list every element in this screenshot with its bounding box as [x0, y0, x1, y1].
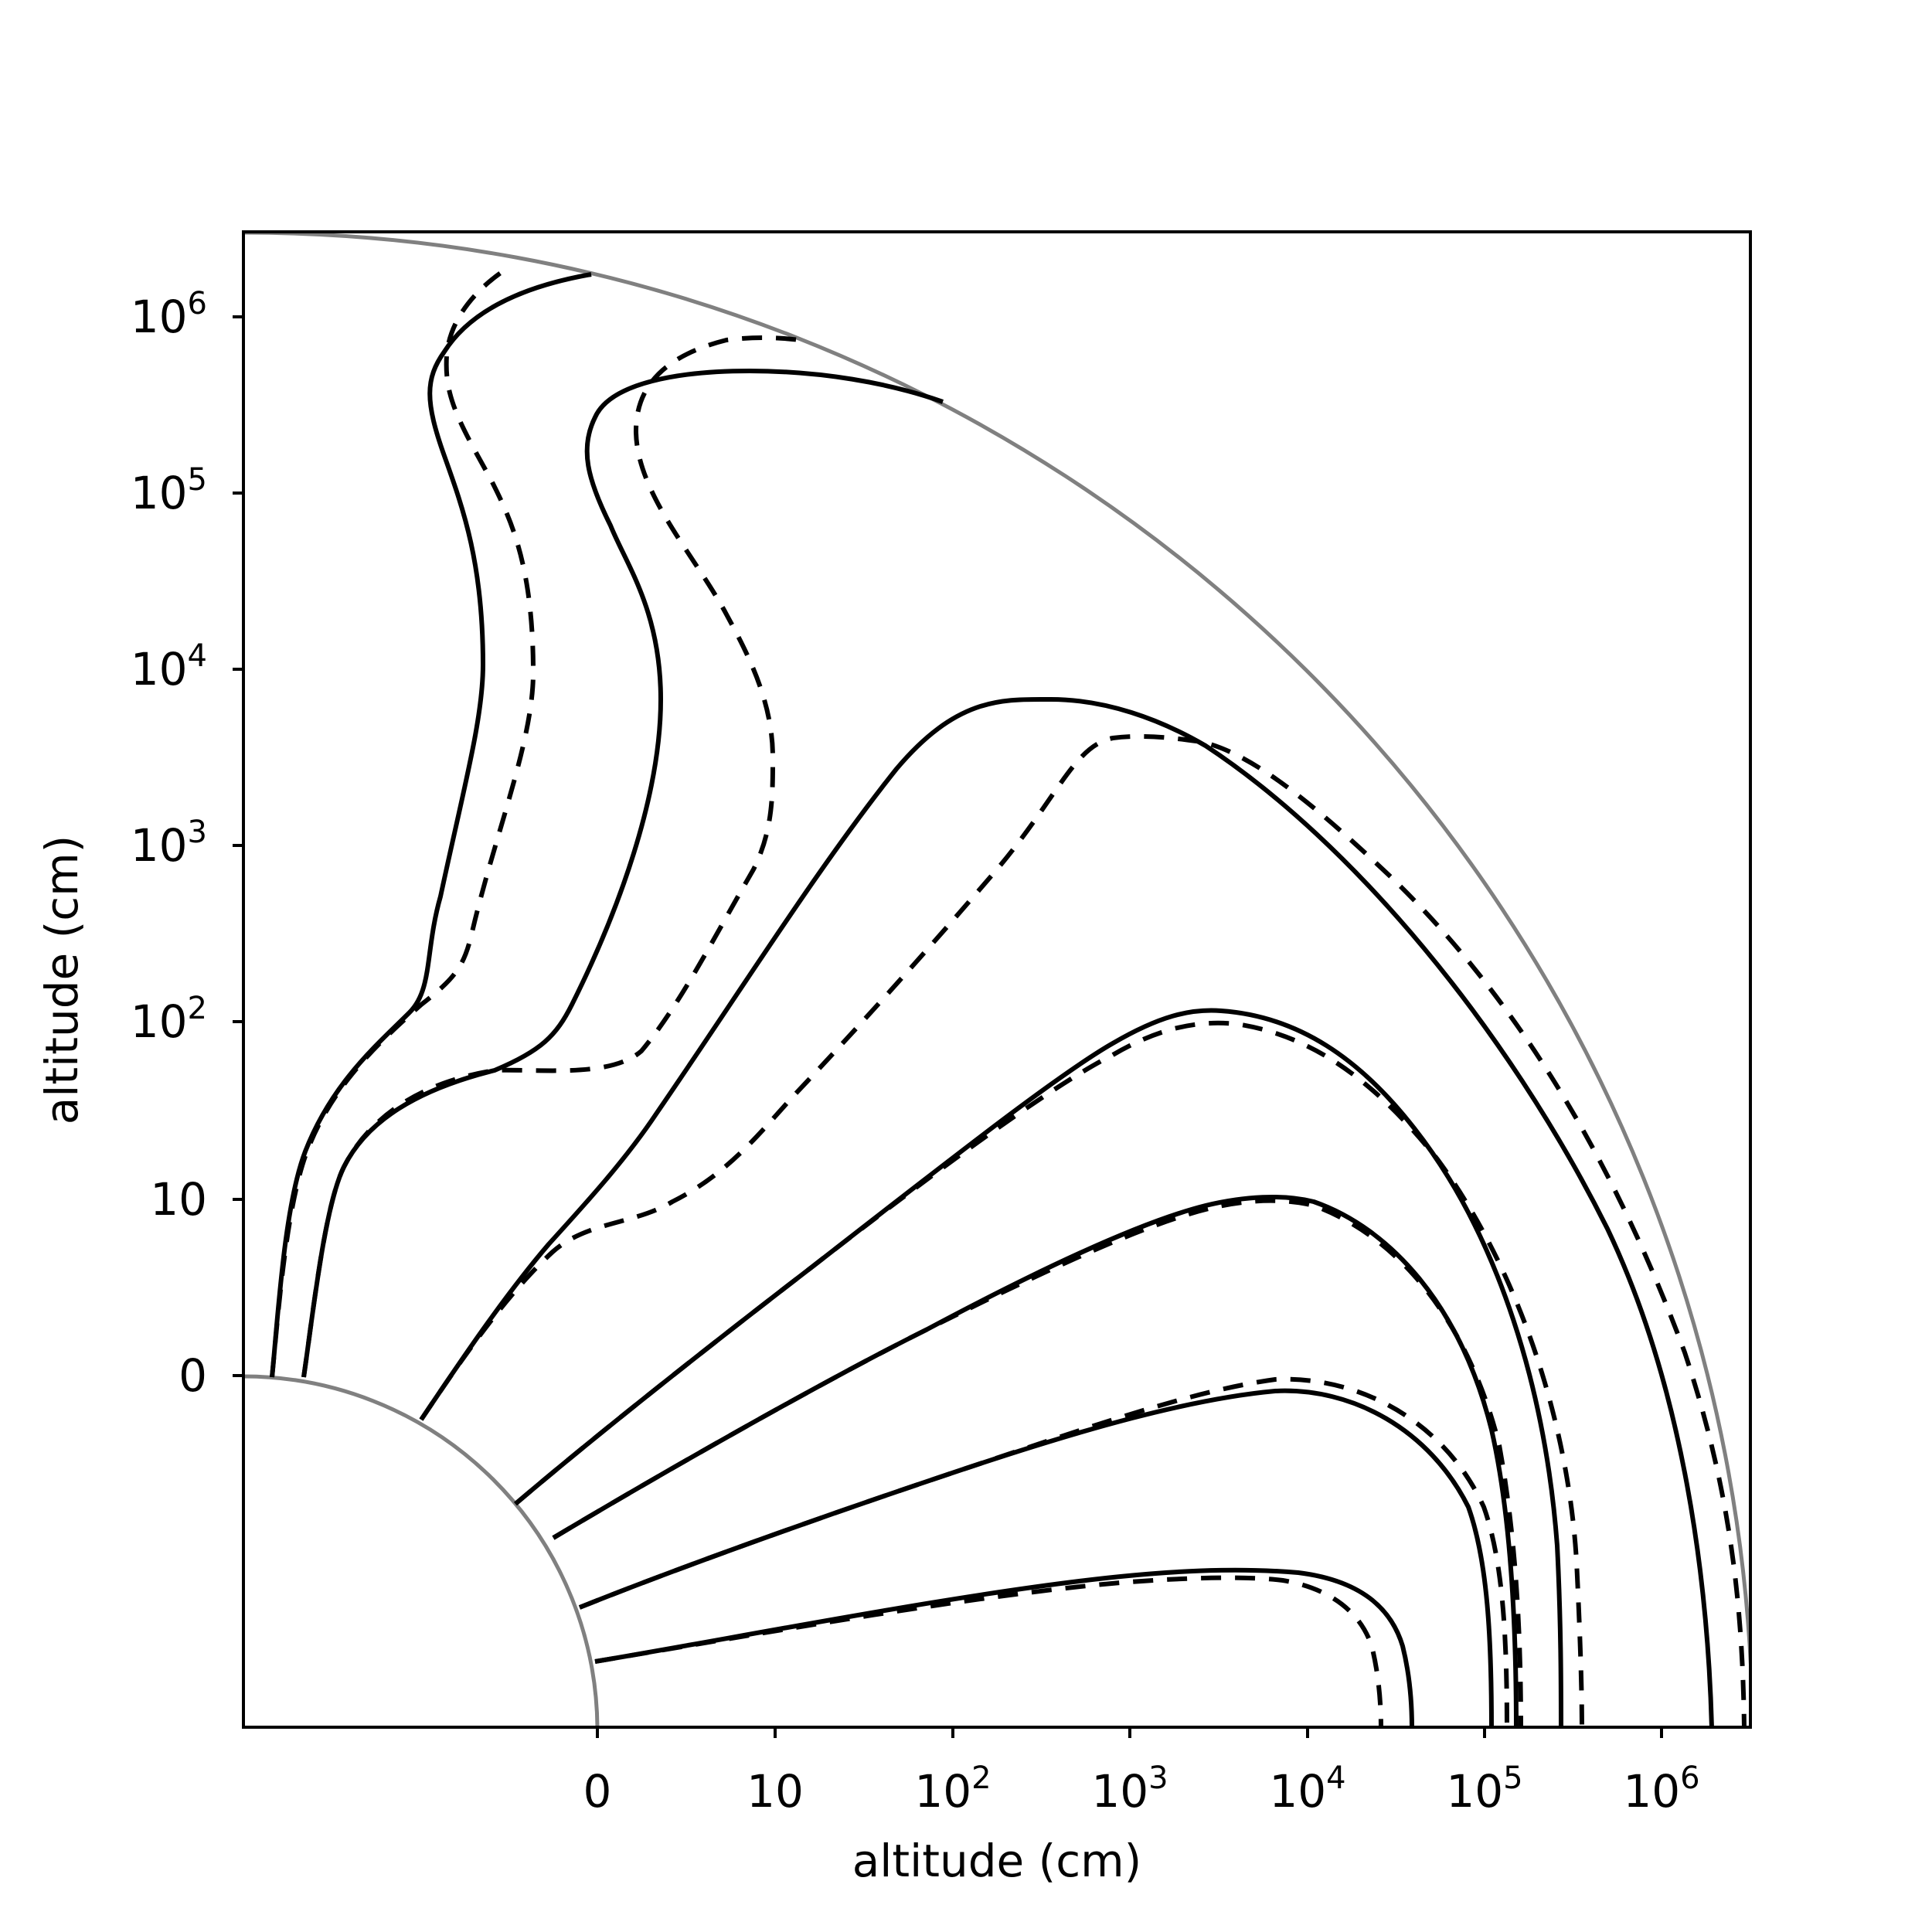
x-tick-label-6: 106	[1623, 1760, 1699, 1818]
y-tick-label-0: 0	[179, 1349, 207, 1402]
field-line-6-dashed	[578, 1376, 1509, 1727]
field-line-3-dashed	[419, 733, 1747, 1727]
plot-area: 0 10 102 103 104 105 106 0 10 102 103 10…	[36, 230, 1752, 1887]
x-tick-label-2: 102	[914, 1760, 991, 1818]
y-tick-labels: 0 10 102 103 104 105 106	[131, 286, 207, 1402]
y-axis-title: altitude (cm)	[36, 835, 88, 1125]
y-ticks	[233, 315, 243, 1377]
field-line-4-solid	[514, 1008, 1563, 1727]
x-tick-label-0: 0	[583, 1765, 612, 1818]
field-line-5-dashed	[552, 1198, 1523, 1727]
y-tick-label-6: 106	[131, 286, 207, 343]
outer-boundary-arc	[243, 232, 1750, 1707]
field-line-3-solid	[419, 696, 1714, 1727]
boundary-group	[243, 232, 1750, 1727]
y-tick-label-1: 10	[150, 1173, 207, 1226]
y-tick-label-2: 102	[131, 991, 207, 1048]
field-line-curves	[270, 264, 1747, 1727]
field-line-2-dashed	[301, 335, 801, 1378]
x-tick-label-5: 105	[1446, 1760, 1522, 1818]
y-tick-label-4: 104	[131, 638, 207, 696]
field-line-7-dashed	[594, 1575, 1383, 1727]
field-line-1-solid	[270, 272, 592, 1378]
x-axis-title: altitude (cm)	[852, 1835, 1142, 1887]
field-line-5-solid	[552, 1194, 1519, 1727]
x-tick-label-4: 104	[1269, 1760, 1345, 1818]
x-tick-label-1: 10	[747, 1765, 804, 1818]
y-tick-label-3: 103	[131, 815, 207, 872]
field-line-4-dashed	[514, 1020, 1584, 1727]
x-tick-labels: 0 10 102 103 104 105 106	[583, 1760, 1700, 1818]
plot-frame	[242, 230, 1752, 1729]
x-ticks	[596, 1727, 1663, 1738]
inner-boundary-arc	[243, 1374, 600, 1727]
y-tick-label-5: 105	[131, 462, 207, 519]
x-tick-label-3: 103	[1091, 1760, 1168, 1818]
